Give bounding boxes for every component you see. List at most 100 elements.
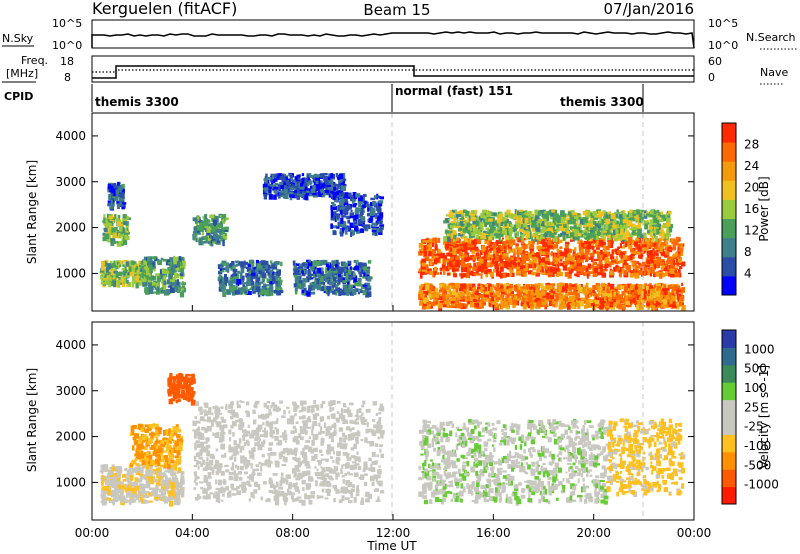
- scatter-cell: [217, 240, 221, 243]
- scatter-cell: [148, 288, 154, 294]
- scatter-cell: [337, 281, 341, 285]
- scatter-cell: [292, 260, 296, 266]
- scatter-cell: [297, 187, 300, 193]
- scatter-cell: [584, 255, 589, 261]
- date-title: 07/Jan/2016: [604, 0, 695, 18]
- scatter-cell: [583, 242, 587, 248]
- scatter-cell: [652, 248, 655, 253]
- scatter-cell: [350, 229, 354, 233]
- scatter-cell: [508, 288, 513, 292]
- scatter-cell: [293, 271, 298, 275]
- scatter-cell: [118, 263, 121, 269]
- scatter-cell: [642, 249, 646, 254]
- scatter-cell: [251, 260, 255, 264]
- scatter-cell: [451, 295, 455, 298]
- scatter-cell: [307, 188, 313, 192]
- scatter-cell: [148, 264, 153, 268]
- scatter-cell: [676, 293, 682, 297]
- scatter-cell: [668, 264, 671, 269]
- scatter-cell: [257, 282, 261, 288]
- scatter-cell: [662, 265, 666, 268]
- scatter-cell: [420, 284, 424, 287]
- scatter-cell: [506, 295, 510, 299]
- scatter-cell: [489, 286, 494, 293]
- scatter-cell: [347, 278, 351, 285]
- scatter-cell: [660, 261, 665, 266]
- scatter-cell: [369, 211, 374, 216]
- scatter-cell: [504, 265, 507, 269]
- scatter-cell: [496, 283, 500, 287]
- scatter-cell: [607, 251, 611, 256]
- scatter-cell: [330, 191, 335, 194]
- scatter-cell: [161, 290, 166, 294]
- scatter-cell: [514, 262, 517, 268]
- scatter-cell: [466, 247, 471, 251]
- scatter-cell: [673, 239, 679, 246]
- scatter-cell: [218, 231, 222, 234]
- scatter-cell: [489, 254, 493, 259]
- scatter-cell: [162, 258, 167, 262]
- scatter-cell: [521, 271, 524, 276]
- scatter-cell: [651, 287, 655, 290]
- scatter-cell: [307, 269, 311, 275]
- scatter-cell: [594, 239, 597, 244]
- scatter-cell: [573, 296, 579, 301]
- scatter-cell: [572, 259, 575, 265]
- scatter-cell: [559, 246, 563, 249]
- scatter-cell: [583, 287, 587, 292]
- scatter-cell: [495, 287, 498, 290]
- scatter-cell: [366, 285, 372, 290]
- scatter-cell: [616, 298, 620, 305]
- scatter-cell: [272, 186, 278, 191]
- scatter-cell: [635, 283, 638, 289]
- scatter-cell: [306, 276, 310, 283]
- scatter-cell: [330, 205, 335, 211]
- scatter-cell: [301, 262, 305, 267]
- scatter-cell: [681, 282, 684, 286]
- scatter-cell: [640, 299, 644, 303]
- scatter-cell: [123, 228, 127, 232]
- scatter-cell: [301, 178, 305, 183]
- scatter-cell: [564, 250, 568, 254]
- scatter-cell: [523, 253, 528, 257]
- scatter-cell: [316, 279, 320, 285]
- scatter-cell: [588, 294, 591, 298]
- scatter-cell: [637, 289, 642, 295]
- scatter-cell: [280, 190, 286, 194]
- scatter-cell: [540, 283, 544, 288]
- scatter-cell: [647, 270, 650, 276]
- scatter-cell: [275, 261, 280, 265]
- scatter-cell: [367, 203, 371, 208]
- scatter-cell: [278, 173, 283, 177]
- scatter-cell: [507, 239, 510, 245]
- scatter-cell: [597, 292, 601, 296]
- scatter-cell: [618, 303, 623, 310]
- scatter-cell: [328, 180, 331, 184]
- scatter-cell: [320, 271, 325, 277]
- scatter-cell: [330, 223, 333, 229]
- scatter-cell: [540, 299, 545, 304]
- scatter-cell: [367, 276, 372, 282]
- scatter-cell: [647, 262, 652, 267]
- scatter-cell: [519, 289, 523, 294]
- scatter-cell: [339, 208, 343, 215]
- scatter-cell: [129, 260, 133, 266]
- scatter-cell: [148, 286, 154, 291]
- scatter-cell: [289, 193, 292, 198]
- scatter-cell: [581, 255, 586, 260]
- scatter-cell: [541, 286, 545, 290]
- scatter-cell: [269, 270, 273, 277]
- scatter-cell: [271, 274, 275, 278]
- scatter-cell: [421, 302, 424, 306]
- scatter-cell: [568, 270, 573, 275]
- scatter-cell: [673, 255, 677, 259]
- scatter-cell: [552, 283, 556, 286]
- scatter-cell: [301, 270, 304, 275]
- scatter-cell: [439, 271, 442, 275]
- scatter-cell: [339, 207, 344, 210]
- scatter-cell: [105, 217, 108, 223]
- scatter-cell: [273, 279, 278, 284]
- scatter-cell: [560, 239, 563, 243]
- scatter-cell: [353, 203, 358, 206]
- scatter-cell: [500, 286, 504, 292]
